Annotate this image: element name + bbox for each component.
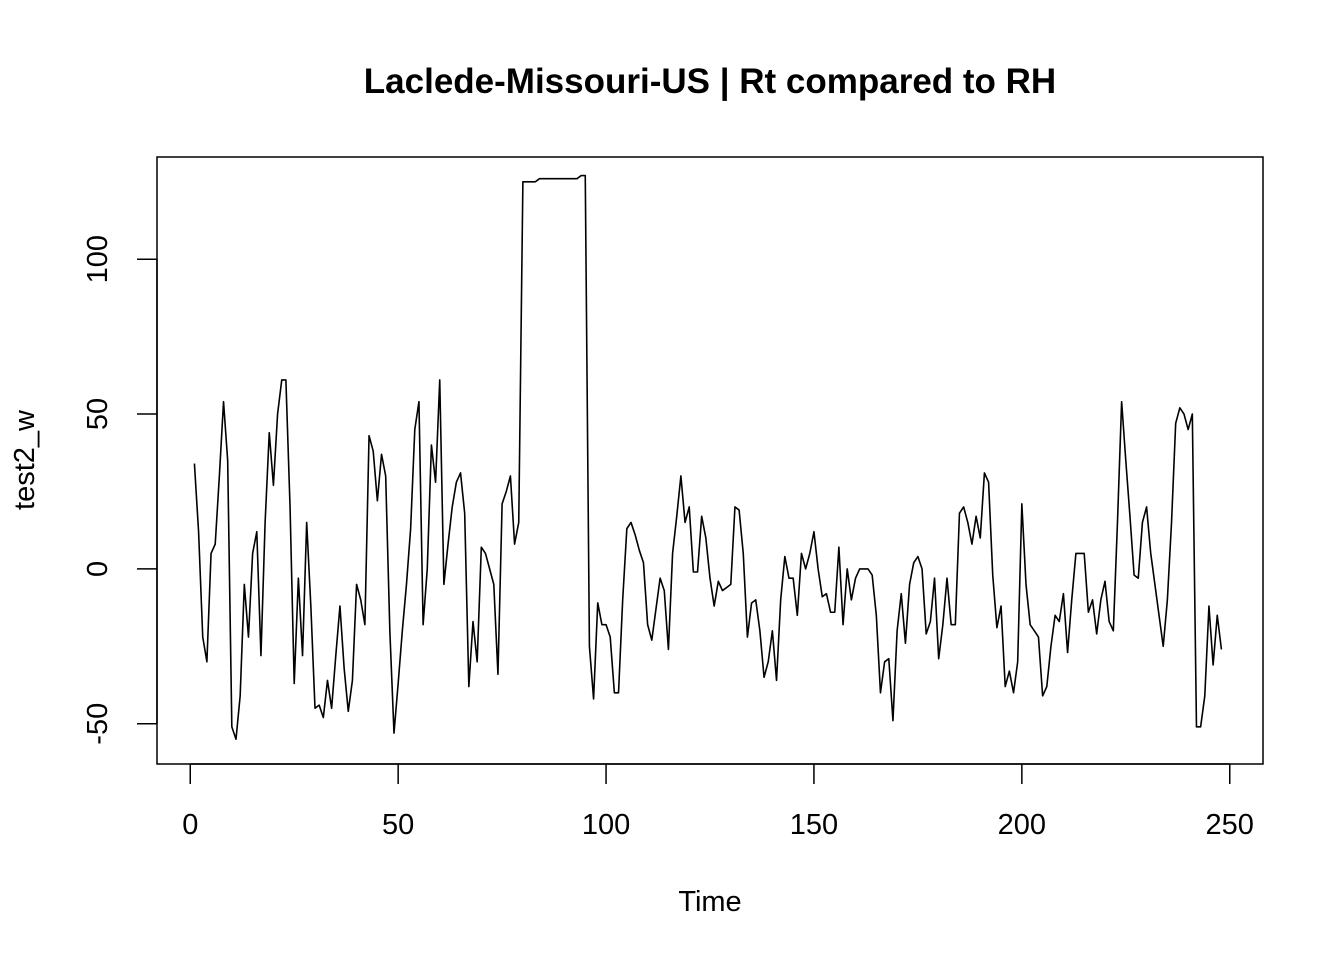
x-axis: 0 50 100 150 200 250 (182, 764, 1254, 841)
chart-title: Laclede-Missouri-US | Rt compared to RH (364, 62, 1056, 101)
y-tick-label: 0 (82, 561, 114, 577)
y-axis-label: test2_w (9, 409, 41, 510)
y-axis: -50 0 50 100 (82, 235, 157, 745)
x-tick-label: 150 (790, 809, 838, 841)
x-tick-label: 0 (182, 809, 198, 841)
y-tick-label: 100 (82, 235, 114, 283)
plot-frame (157, 157, 1263, 764)
x-tick-label: 100 (582, 809, 630, 841)
x-axis-label: Time (678, 886, 741, 918)
y-tick-label: -50 (82, 703, 114, 745)
x-tick-label: 200 (998, 809, 1046, 841)
y-tick-label: 50 (82, 398, 114, 430)
series-line (194, 176, 1221, 740)
x-tick-label: 250 (1206, 809, 1254, 841)
x-tick-label: 50 (382, 809, 414, 841)
